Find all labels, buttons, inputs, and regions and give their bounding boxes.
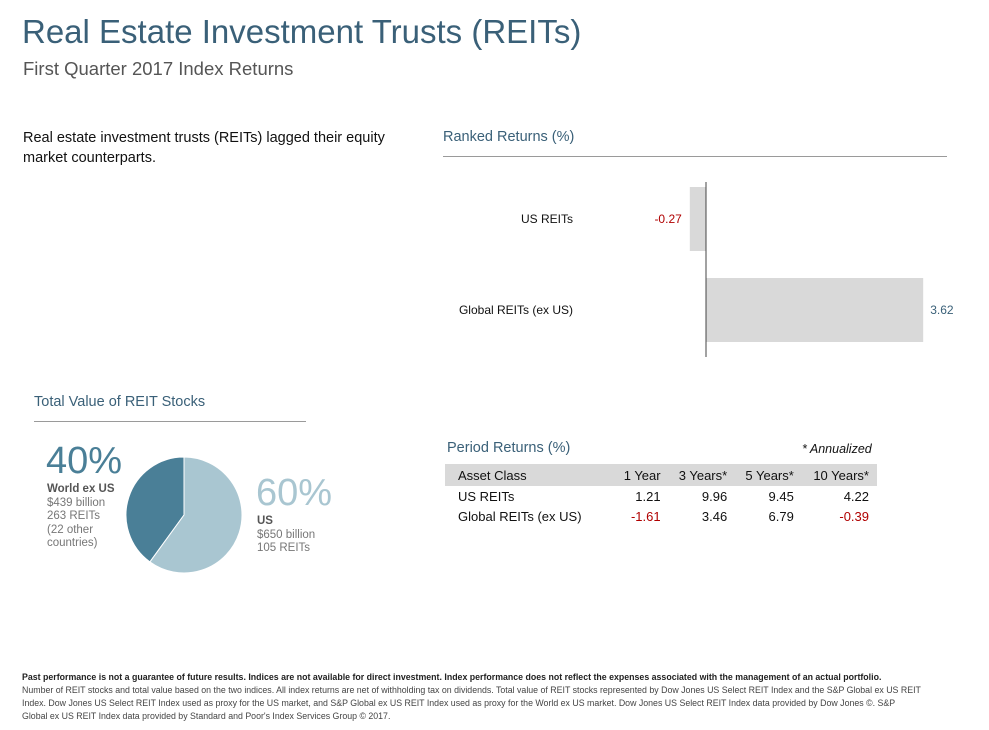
- column-header: 5 Years*: [735, 464, 802, 486]
- world-ex-us-percent: 40%: [46, 440, 123, 482]
- world-ex-us-name: World ex US: [47, 483, 115, 495]
- data-label: -0.27: [654, 212, 682, 226]
- us-count: 105 REITs: [257, 542, 311, 554]
- bar-us-reits: [689, 187, 706, 251]
- table-cell: 9.96: [701, 488, 728, 504]
- ranked-returns-divider: [443, 156, 947, 157]
- bar-global-reits-ex-us: [706, 278, 924, 342]
- table-cell: 3.46: [701, 508, 728, 524]
- data-label: 3.62: [930, 303, 954, 317]
- column-header: 10 Years*: [801, 464, 877, 486]
- ranked-returns-heading: Ranked Returns (%): [443, 129, 575, 145]
- disclaimer-bold: Past performance is not a guarantee of f…: [22, 672, 882, 682]
- table-cell: 4.22: [843, 488, 869, 504]
- disclaimer-body: Number of REIT stocks and total value ba…: [22, 685, 921, 721]
- table-cell: 6.79: [768, 508, 794, 524]
- category-label: US REITs: [521, 212, 573, 226]
- page-title: Real Estate Investment Trusts (REITs): [22, 13, 582, 50]
- world-ex-us-note-1: (22 other: [47, 523, 94, 536]
- table-header-row: Asset Class 1 Year 3 Years* 5 Years* 10 …: [445, 464, 877, 486]
- ranked-returns-chart: US REITs -0.27 Global REITs (ex US) 3.62: [459, 182, 954, 357]
- category-label: Global REITs (ex US): [459, 303, 573, 317]
- page-subtitle: First Quarter 2017 Index Returns: [23, 58, 294, 79]
- annualized-note: * Annualized: [802, 442, 872, 456]
- pie-slice-us: [149, 456, 243, 574]
- table-cell: 1.21: [635, 488, 661, 504]
- table-row: US REITs 1.21 9.96 9.45 4.22: [445, 486, 877, 506]
- reit-value-pie-chart: [125, 456, 243, 574]
- total-value-divider: [34, 421, 306, 422]
- column-header: 3 Years*: [668, 464, 736, 486]
- table-cell: -1.61: [630, 508, 661, 524]
- table-row: Global REITs (ex US) -1.61 3.46 6.79 -0.…: [445, 506, 877, 526]
- total-value-heading: Total Value of REIT Stocks: [34, 394, 206, 410]
- us-percent: 60%: [256, 472, 333, 514]
- row-asset-class: US REITs: [458, 488, 515, 504]
- summary-text: Real estate investment trusts (REITs) la…: [23, 130, 385, 166]
- row-asset-class: Global REITs (ex US): [458, 508, 582, 524]
- world-ex-us-note-2: countries): [47, 537, 98, 549]
- us-name: US: [257, 515, 273, 527]
- us-label: US $650 billion 105 REITs: [257, 515, 315, 556]
- world-ex-us-value: $439 billion: [47, 496, 106, 509]
- column-header: Asset Class: [445, 464, 616, 486]
- world-ex-us-label: World ex US $439 billion 263 REITs (22 o…: [47, 483, 115, 551]
- world-ex-us-count: 263 REITs: [47, 510, 101, 522]
- column-header: 1 Year: [615, 464, 669, 486]
- disclaimer: Past performance is not a guarantee of f…: [22, 671, 922, 723]
- table-cell: 9.45: [768, 488, 794, 504]
- period-returns-table: Asset Class 1 Year 3 Years* 5 Years* 10 …: [445, 464, 877, 526]
- pie-slice-world-ex-us: [125, 456, 185, 563]
- us-value: $650 billion: [257, 528, 316, 541]
- table-cell: -0.39: [839, 508, 869, 524]
- period-returns-heading: Period Returns (%): [447, 440, 571, 456]
